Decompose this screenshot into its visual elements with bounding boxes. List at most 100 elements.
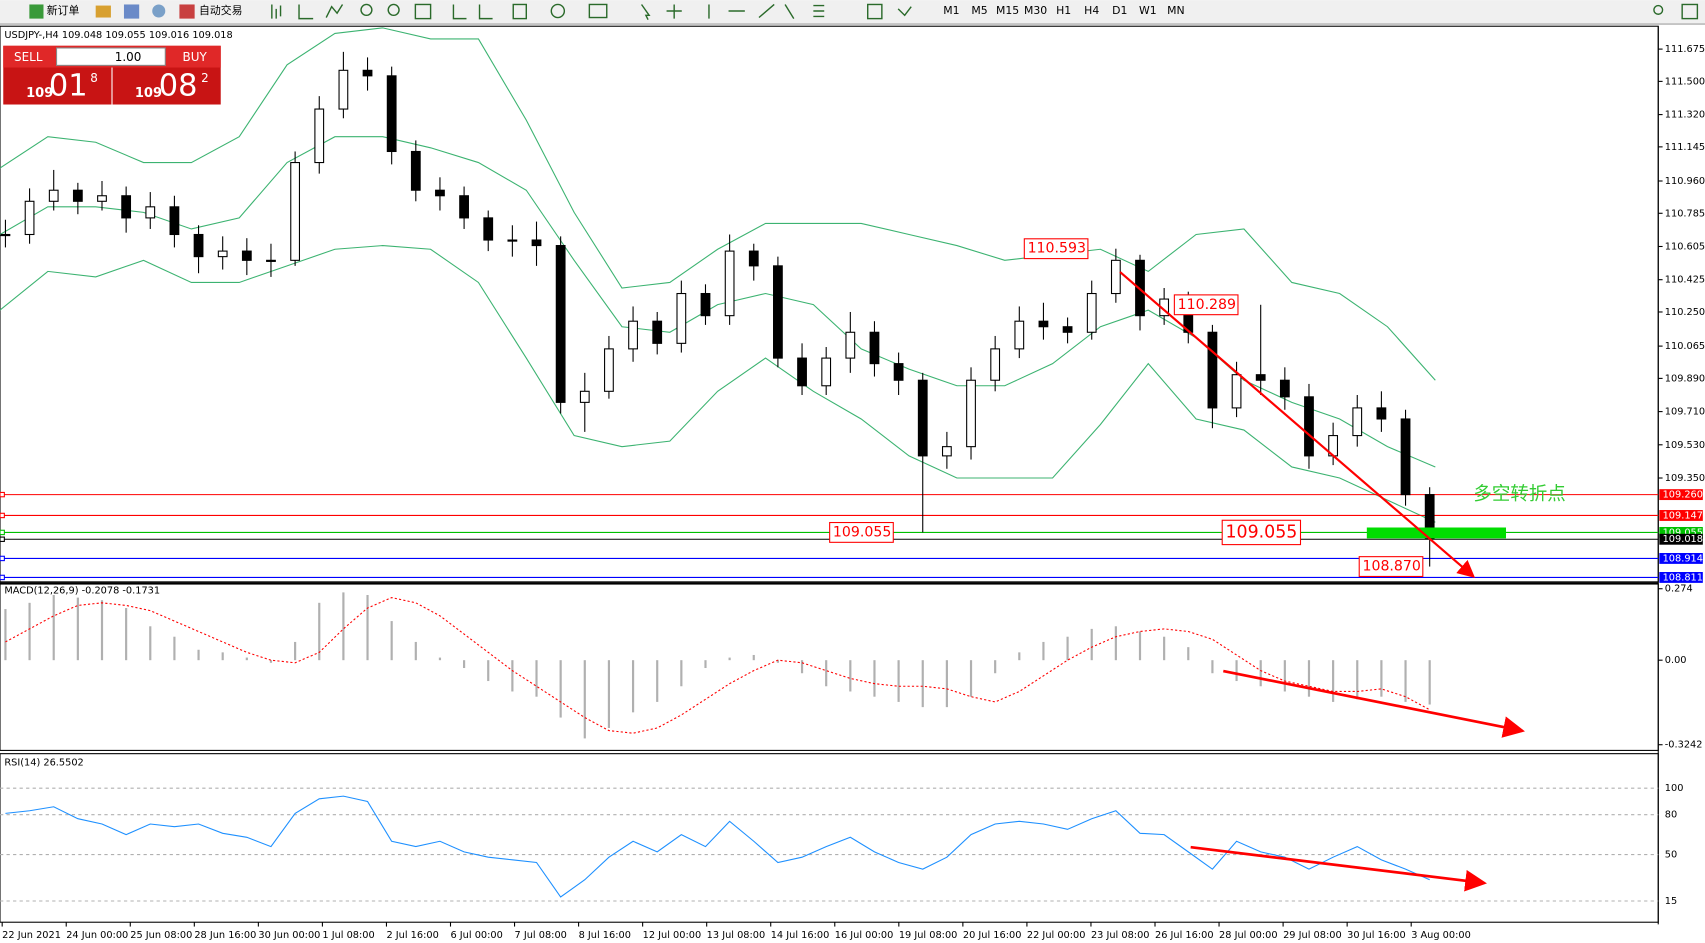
macd-bar xyxy=(704,660,707,669)
macd-bar xyxy=(1018,652,1021,661)
level-label: 109.260 xyxy=(1663,490,1703,501)
time-label: 28 Jul 00:00 xyxy=(1219,930,1278,941)
macd-bar xyxy=(559,660,562,718)
candle-body xyxy=(483,217,494,241)
lots-input[interactable] xyxy=(55,47,166,66)
macd-bar xyxy=(776,660,779,663)
buy-button[interactable]: BUY xyxy=(183,50,208,64)
timeframe-button[interactable]: M15 xyxy=(996,4,1019,17)
macd-bar xyxy=(487,660,490,682)
icon[interactable] xyxy=(152,4,166,18)
candle-body xyxy=(0,233,11,237)
candle-body xyxy=(241,250,252,261)
icon[interactable] xyxy=(95,5,111,18)
buy-price-main[interactable]: 08 xyxy=(159,69,198,104)
auto-trading-icon[interactable] xyxy=(179,4,195,19)
candle-body xyxy=(193,233,204,258)
buy-price-big[interactable]: 109 xyxy=(135,86,162,101)
macd-bar xyxy=(294,641,297,661)
candle-body xyxy=(700,292,711,317)
time-label: 2 Jul 16:00 xyxy=(386,930,438,941)
candle-body xyxy=(1304,396,1314,457)
icon[interactable] xyxy=(123,4,140,19)
sell-price-sup[interactable]: 8 xyxy=(90,71,98,85)
macd-bar xyxy=(728,657,731,661)
macd-bar xyxy=(1235,660,1238,682)
macd-bar xyxy=(269,660,273,663)
symbol-header: USDJPY-,H4 109.048 109.055 109.016 109.0… xyxy=(4,30,232,41)
level-label-bg xyxy=(1659,489,1703,501)
macd-bar xyxy=(583,660,586,739)
rsi-tick-label: 100 xyxy=(1665,783,1684,794)
candle-body xyxy=(893,363,904,381)
timeframe-button[interactable]: H4 xyxy=(1084,4,1099,17)
time-label: 13 Jul 08:00 xyxy=(707,930,766,941)
bollinger-band xyxy=(0,245,1436,523)
macd-bar xyxy=(656,660,659,702)
time-label: 3 Aug 00:00 xyxy=(1411,930,1471,941)
timeframe-button[interactable]: W1 xyxy=(1139,4,1157,17)
candle-body xyxy=(169,206,180,236)
time-label: 28 Jun 16:00 xyxy=(194,930,256,941)
macd-bar xyxy=(173,636,176,661)
price-annotation: 109.055 xyxy=(833,524,891,540)
price-tick-label: 109.890 xyxy=(1665,373,1705,384)
price-tick-label: 110.605 xyxy=(1665,241,1705,252)
time-label: 8 Jul 16:00 xyxy=(579,930,631,941)
candle-body xyxy=(1255,374,1266,381)
sell-button[interactable]: SELL xyxy=(14,50,43,64)
buy-price-sup[interactable]: 2 xyxy=(201,71,209,85)
candle-body xyxy=(676,292,687,344)
candle-body xyxy=(797,357,807,387)
level-handle xyxy=(0,555,5,562)
sell-price-main[interactable]: 01 xyxy=(49,69,88,104)
timeframe-button[interactable]: M30 xyxy=(1024,4,1047,17)
macd-bar xyxy=(245,657,248,661)
macd-bar xyxy=(1307,660,1311,697)
price-tick-label: 109.350 xyxy=(1665,473,1705,484)
drawings: 多空转折点 xyxy=(1119,271,1566,892)
macd-bar xyxy=(197,649,200,661)
candle-body xyxy=(990,348,1001,381)
timeframe-button[interactable]: D1 xyxy=(1112,4,1127,17)
candle-body xyxy=(1231,374,1242,409)
lots-value[interactable]: 1.00 xyxy=(115,50,142,64)
price-tick-label: 111.320 xyxy=(1665,110,1705,121)
candle-body xyxy=(869,331,880,365)
timeframe-button[interactable]: H1 xyxy=(1056,4,1071,17)
macd-bar xyxy=(125,608,128,661)
level-label-bg xyxy=(1659,572,1703,583)
timeframe-button[interactable]: MN xyxy=(1167,4,1185,17)
macd-bar xyxy=(994,660,997,674)
candle-body xyxy=(48,189,59,202)
timeframe-button[interactable]: M5 xyxy=(971,4,987,17)
macd-bar xyxy=(1138,631,1142,661)
candle-body xyxy=(266,259,276,262)
candle-body xyxy=(604,348,614,392)
candle-body xyxy=(1086,292,1097,333)
price-tick-label: 111.500 xyxy=(1665,76,1705,87)
candle-body xyxy=(290,162,301,261)
auto-trading-button[interactable]: 自动交易 xyxy=(199,3,242,17)
sell-price-big[interactable]: 109 xyxy=(26,86,53,101)
tool-icons[interactable] xyxy=(271,3,1699,21)
macd-title: MACD(12,26,9) -0.2078 -0.1731 xyxy=(4,586,160,597)
macd-bar xyxy=(921,660,924,708)
price-frame xyxy=(0,25,1659,583)
macd-bar xyxy=(849,660,852,692)
macd-bar xyxy=(28,602,31,661)
macd-bar xyxy=(825,660,828,687)
candle-body xyxy=(314,108,325,164)
time-label: 24 Jun 00:00 xyxy=(66,930,128,941)
candle-body xyxy=(362,69,373,77)
new-order-icon[interactable] xyxy=(29,4,44,19)
candle-body xyxy=(121,195,132,219)
candle-body xyxy=(1207,331,1218,409)
macd-bar xyxy=(945,660,948,708)
level-label: 109.147 xyxy=(1663,510,1703,521)
time-label: 25 Jun 08:00 xyxy=(130,930,192,941)
candle-body xyxy=(1110,259,1121,295)
timeframe-button[interactable]: M1 xyxy=(943,4,959,17)
new-order-button[interactable]: 新订单 xyxy=(47,3,80,17)
time-label: 12 Jul 00:00 xyxy=(643,930,702,941)
